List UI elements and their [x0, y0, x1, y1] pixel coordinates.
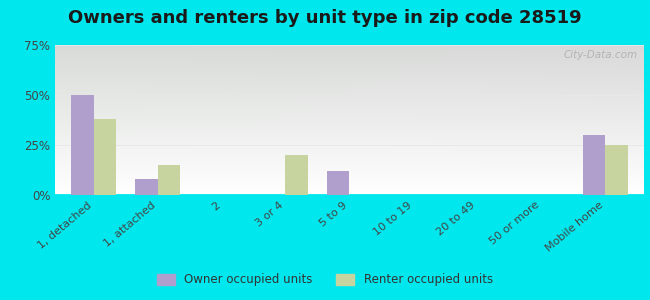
Bar [135, 179, 157, 195]
Bar [157, 165, 180, 195]
Bar [72, 95, 94, 195]
Bar [94, 119, 116, 195]
Text: Owners and renters by unit type in zip code 28519: Owners and renters by unit type in zip c… [68, 9, 582, 27]
Bar [583, 135, 605, 195]
Bar [285, 155, 308, 195]
Legend: Owner occupied units, Renter occupied units: Owner occupied units, Renter occupied un… [153, 269, 497, 291]
Text: City-Data.com: City-Data.com [564, 50, 638, 59]
Bar [605, 145, 627, 195]
Bar [327, 171, 350, 195]
